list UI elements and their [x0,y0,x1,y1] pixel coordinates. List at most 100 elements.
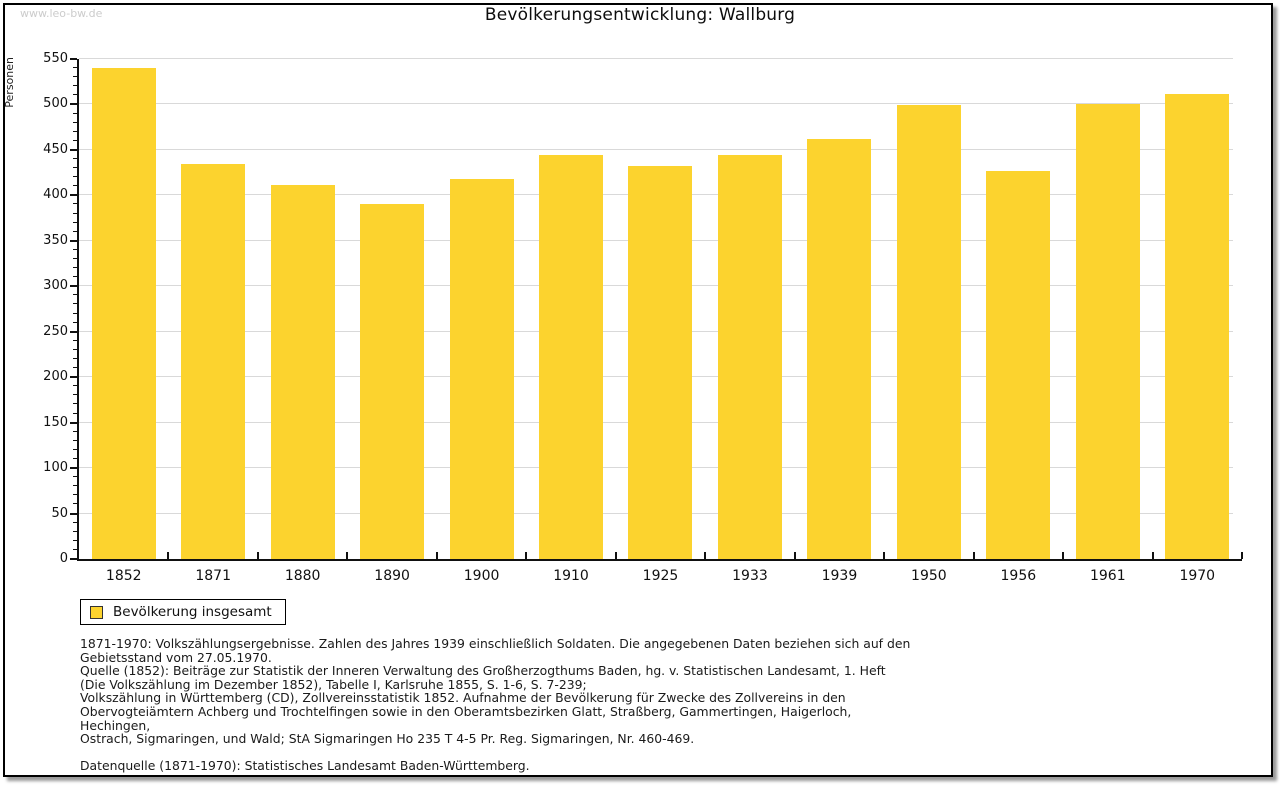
x-tick-label-1950: 1950 [911,568,947,584]
bar-1925 [628,166,693,559]
source-note-line-3: Quelle (1852): Beiträge zur Statistik de… [80,663,886,679]
y-tick-label-200: 200 [43,369,68,385]
source-note-line-6: Obervogteiämtern Achberg und Trochtelfin… [80,703,852,733]
y-minor-tick-270 [73,312,77,314]
category-slot-1900: 1900 [437,59,526,584]
bar-1961 [1075,104,1140,559]
y-minor-tick-360 [73,230,77,232]
x-boundary-tick-6 [614,552,617,559]
chart-title: Bevölkerungsentwicklung: Wallburg [484,5,796,25]
category-slot-1871: 1871 [168,59,257,584]
y-minor-tick-90 [73,476,77,478]
y-minor-tick-370 [73,221,77,223]
y-tick-450 [70,148,77,151]
y-tick-500 [70,103,77,106]
x-boundary-tick-5 [525,552,528,559]
y-tick-350 [70,239,77,242]
y-minor-tick-120 [73,448,77,450]
y-tick-550 [70,58,77,60]
x-tick-label-1925: 1925 [642,568,679,584]
y-minor-tick-220 [73,358,77,359]
watermark: www.leo-bw.de [20,7,103,20]
x-tick-label-1871: 1871 [195,568,231,584]
category-slot-1890: 1890 [347,59,436,584]
y-tick-400 [70,194,77,197]
bar-1880 [270,185,335,559]
legend-color-swatch-icon [90,605,103,619]
x-boundary-tick-10 [972,552,975,559]
y-tick-label-500: 500 [43,96,68,112]
y-minor-tick-440 [73,158,77,159]
x-tick-label-1852: 1852 [105,568,142,584]
y-minor-tick-70 [73,494,77,496]
y-minor-tick-310 [73,276,77,278]
bar-1890 [360,204,425,559]
x-boundary-tick-9 [883,552,886,559]
y-minor-tick-530 [73,76,77,78]
y-minor-tick-10 [73,548,77,550]
bar-1939 [807,139,872,559]
y-tick-label-0: 0 [59,551,68,566]
y-minor-tick-40 [73,521,77,523]
y-minor-tick-20 [73,539,77,541]
bar-1871 [181,164,246,559]
y-tick-label-550: 550 [43,51,68,66]
y-tick-50 [70,512,77,515]
category-slot-1933: 1933 [705,59,794,584]
legend: Bevölkerung insgesamt [80,599,286,625]
y-minor-tick-340 [73,248,77,250]
y-minor-tick-470 [73,130,77,132]
source-note-line-8 [80,746,920,760]
source-note-line-4: (Die Volkszählung im Dezember 1852), Tab… [80,676,587,692]
y-tick-label-250: 250 [43,323,68,339]
x-tick-label-1970: 1970 [1179,568,1216,584]
category-slot-1970: 1970 [1153,59,1242,584]
y-minor-tick-520 [73,85,77,87]
y-minor-tick-290 [73,294,77,296]
x-boundary-tick-13 [1241,552,1243,559]
y-tick-250 [70,330,77,333]
y-tick-label-100: 100 [43,460,68,476]
x-tick-label-1890: 1890 [374,568,410,584]
y-minor-tick-320 [73,267,77,269]
x-tick-label-1910: 1910 [553,568,589,584]
category-slot-1880: 1880 [258,59,347,584]
y-minor-tick-460 [73,139,77,141]
bar-1933 [717,155,782,559]
y-tick-200 [70,376,77,379]
x-boundary-tick-8 [793,552,796,559]
x-boundary-tick-12 [1151,552,1154,559]
category-slot-1852: 1852 [79,59,168,584]
y-minor-tick-510 [73,94,77,96]
y-minor-tick-80 [73,485,77,487]
x-tick-label-1880: 1880 [284,568,321,584]
y-tick-300 [70,285,77,288]
category-slot-1961: 1961 [1063,59,1152,584]
y-tick-label-400: 400 [43,187,68,203]
y-minor-tick-410 [73,185,77,187]
y-minor-tick-140 [73,430,77,432]
y-minor-tick-230 [73,348,77,350]
bar-1910 [539,155,604,559]
y-tick-0 [70,558,77,560]
y-tick-label-150: 150 [43,414,68,430]
x-boundary-tick-7 [704,552,707,559]
y-minor-tick-60 [73,503,77,505]
y-minor-tick-260 [73,321,77,323]
y-minor-tick-480 [73,121,77,123]
y-minor-tick-540 [73,67,77,69]
y-minor-tick-420 [73,176,77,178]
source-note-line-9: Datenquelle (1871-1970): Statistisches L… [80,758,530,774]
x-boundary-tick-4 [435,552,438,559]
y-minor-tick-30 [73,530,77,532]
y-tick-150 [70,421,77,424]
y-minor-tick-130 [73,439,77,441]
plot-area: 0 50 100 150 200 250 300 350 400 450 500 550 1852 187… [43,51,1243,584]
bar-1956 [986,170,1051,559]
x-boundary-tick-1 [167,552,170,559]
y-minor-tick-280 [73,303,77,305]
category-slot-1910: 1910 [526,59,615,584]
x-tick-label-1961: 1961 [1089,568,1126,584]
category-slot-1950: 1950 [884,59,973,584]
y-axis-title: Personen [3,57,16,108]
